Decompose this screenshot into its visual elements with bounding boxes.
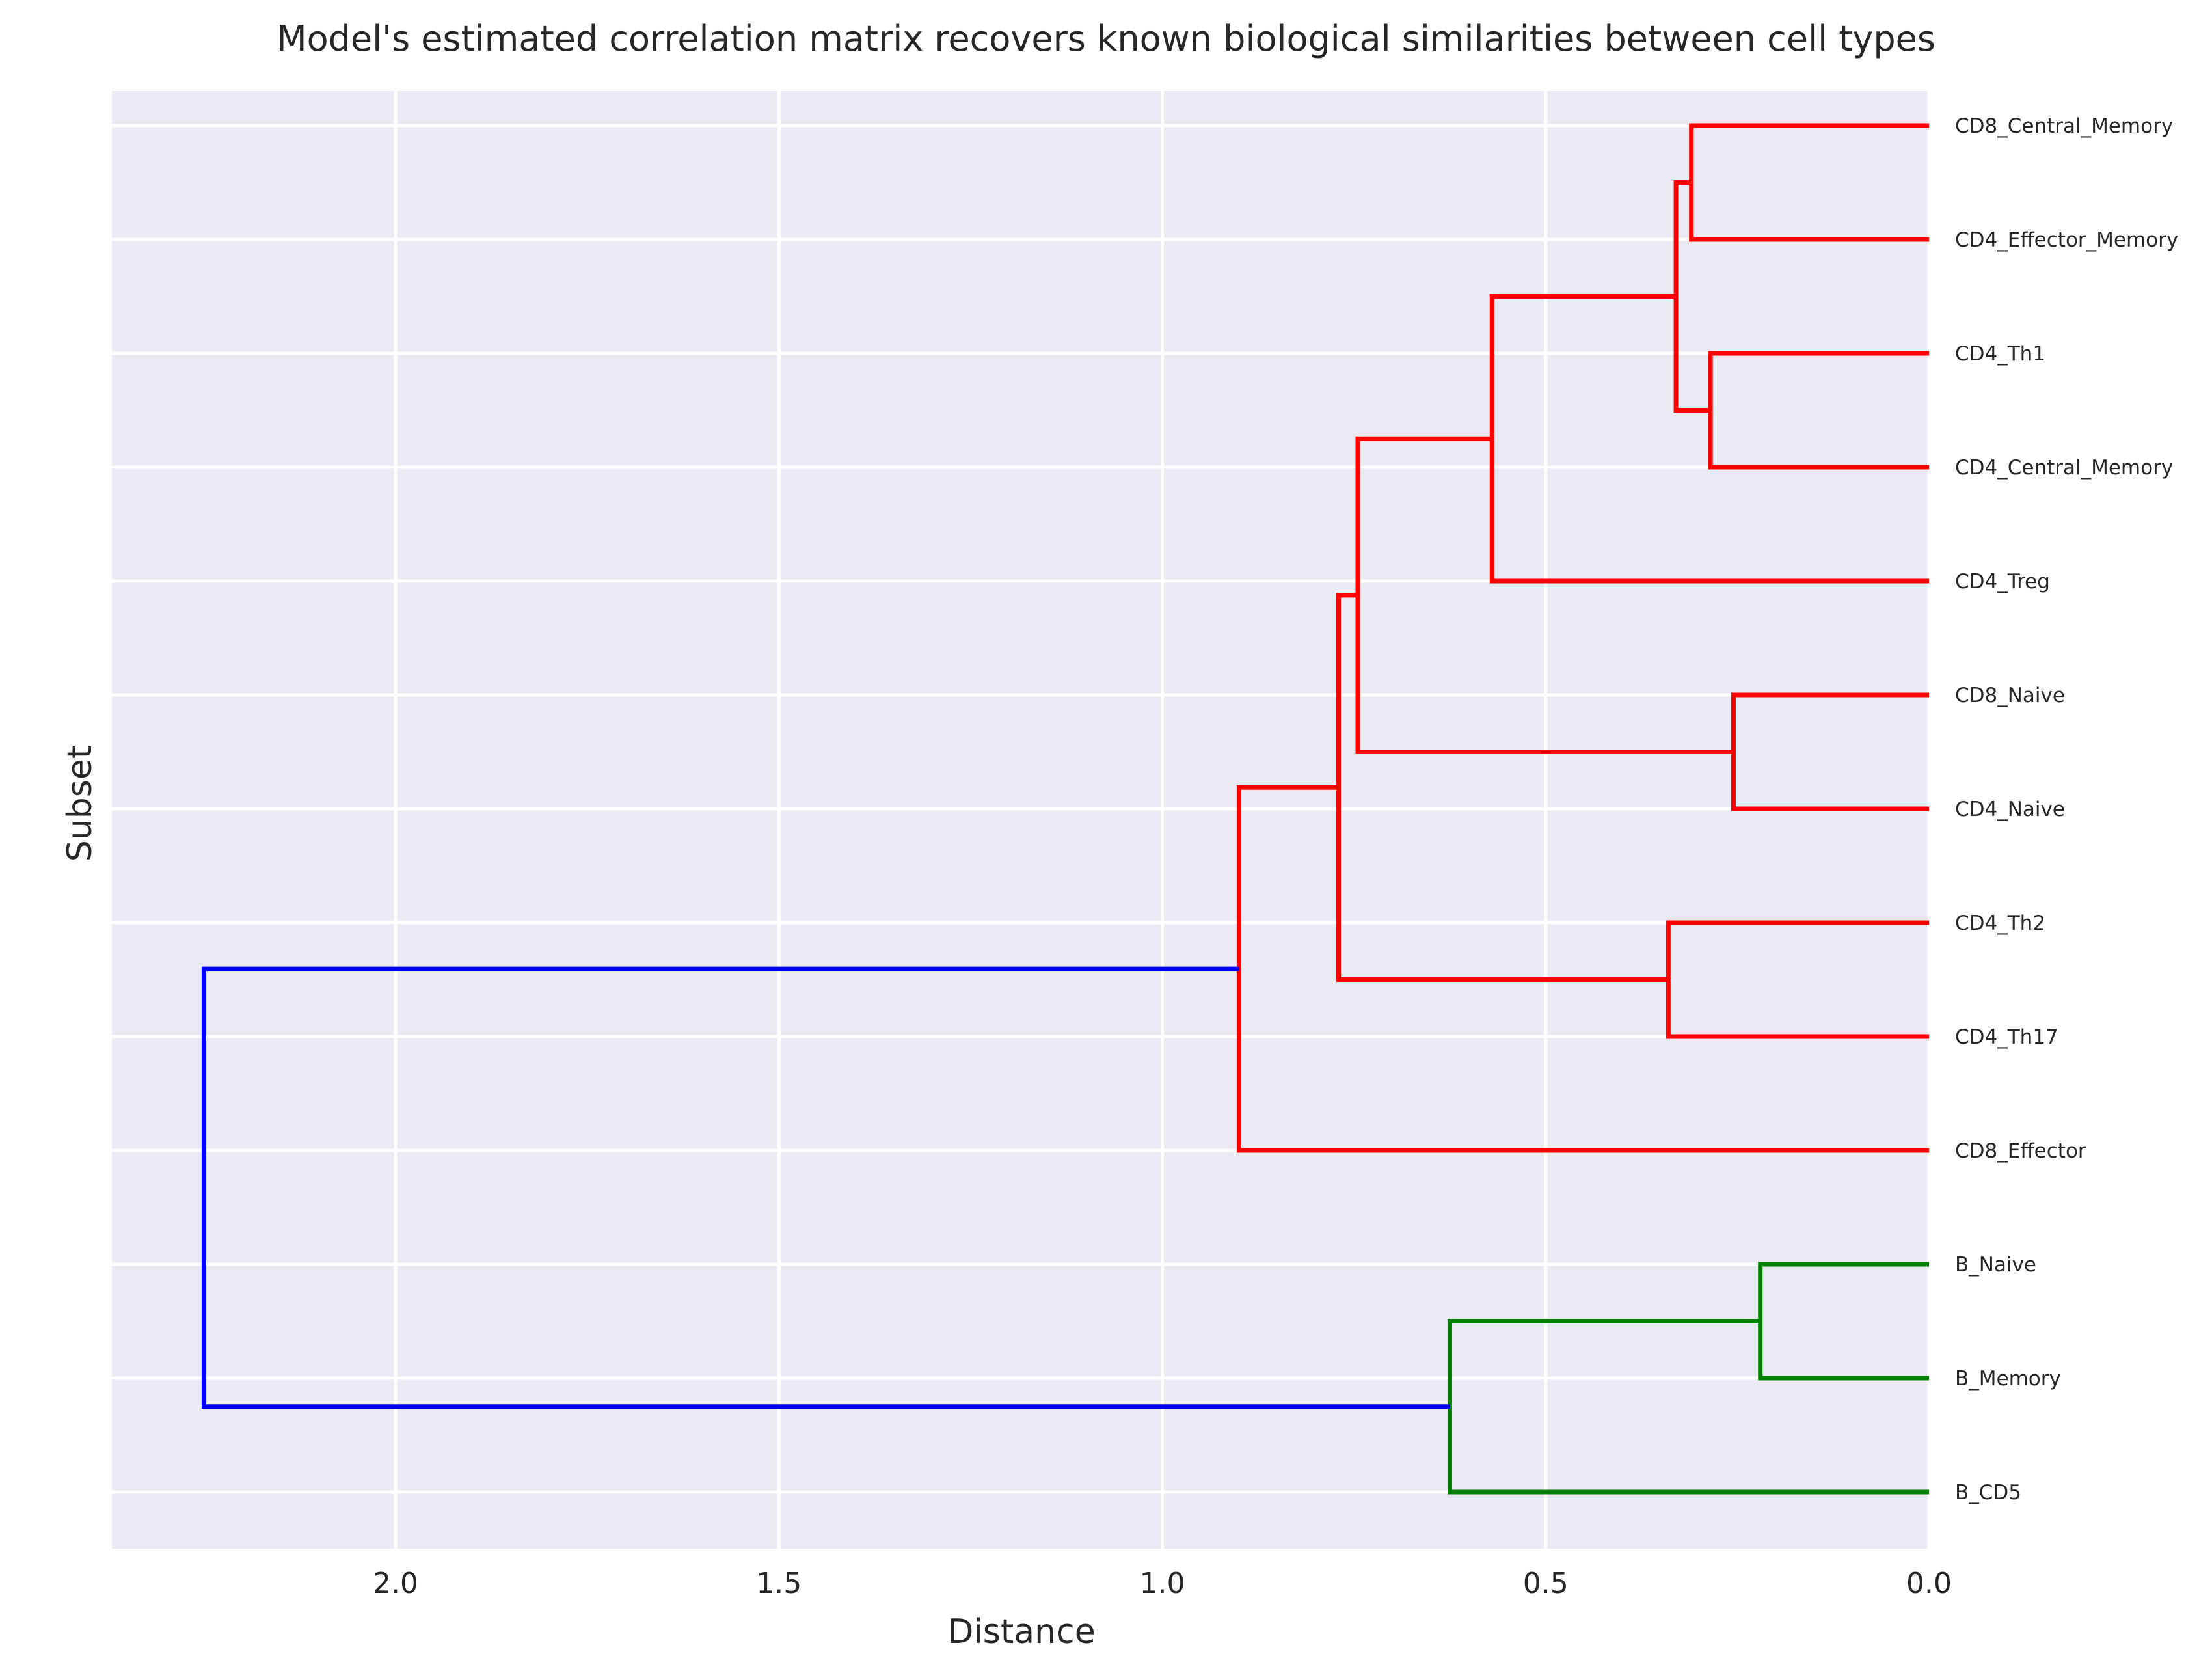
leaf-label: CD4_Effector_Memory xyxy=(1955,228,2178,252)
dendrogram-link-11 xyxy=(201,966,1450,1409)
leaf-label: CD4_Naive xyxy=(1955,798,2065,821)
leaf-label: B_Naive xyxy=(1955,1253,2036,1277)
leaf-label: B_CD5 xyxy=(1955,1481,2021,1504)
leaf-labels: CD8_Central_Memory CD4_Effector_Memory CD4… xyxy=(1955,115,2178,1504)
dendrogram-link-8 xyxy=(1236,785,1929,1153)
dendrogram-link-7 xyxy=(1336,593,1669,982)
x-tick-label: 0.0 xyxy=(1906,1567,1952,1600)
leaf-label: CD4_Central_Memory xyxy=(1955,456,2173,480)
x-tick-label: 2.0 xyxy=(373,1567,418,1600)
leaf-label: B_Memory xyxy=(1955,1367,2061,1391)
leaf-label: CD4_Th1 xyxy=(1955,342,2045,366)
dendrogram-link-6 xyxy=(1666,920,1929,1039)
leaf-label: CD8_Central_Memory xyxy=(1955,115,2173,138)
dendrogram-link-4 xyxy=(1731,692,1929,811)
x-tick-label: 1.0 xyxy=(1140,1567,1185,1600)
x-tick-labels: 2.0 1.5 1.0 0.5 0.0 xyxy=(373,1567,1952,1600)
plot-area xyxy=(112,91,1929,1549)
leaf-label: CD4_Treg xyxy=(1955,570,2050,593)
dendrogram-link-10 xyxy=(1447,1319,1929,1495)
leaf-label: CD4_Th2 xyxy=(1955,912,2045,935)
x-tick-label: 1.5 xyxy=(756,1567,802,1600)
dendrogram-links xyxy=(201,123,1929,1495)
grid-lines xyxy=(112,91,1931,1549)
x-axis-title: Distance xyxy=(947,1612,1095,1651)
y-axis-title: Subset xyxy=(61,746,100,862)
leaf-label: CD4_Th17 xyxy=(1955,1025,2058,1049)
chart-title: Model's estimated correlation matrix rec… xyxy=(276,18,1936,59)
leaf-label: CD8_Naive xyxy=(1955,684,2065,707)
dendrogram-link-3 xyxy=(1489,294,1929,584)
leaf-label: CD8_Effector xyxy=(1955,1139,2086,1163)
x-tick-label: 0.5 xyxy=(1523,1567,1569,1600)
